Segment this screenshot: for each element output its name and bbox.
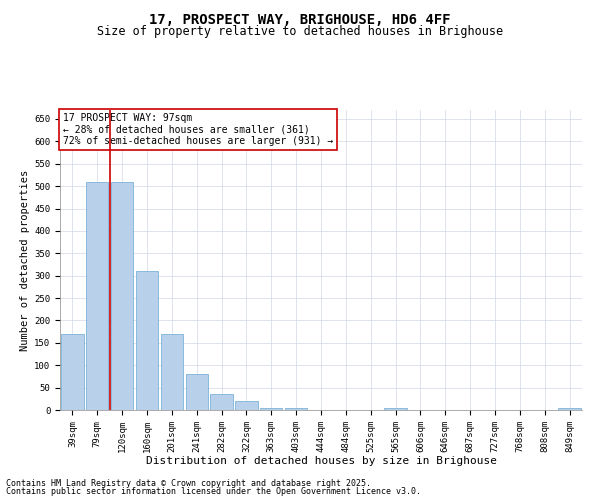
Bar — [185, 374, 208, 410]
Text: Contains HM Land Registry data © Crown copyright and database right 2025.: Contains HM Land Registry data © Crown c… — [6, 478, 371, 488]
Text: Size of property relative to detached houses in Brighouse: Size of property relative to detached ho… — [97, 25, 503, 38]
X-axis label: Distribution of detached houses by size in Brighouse: Distribution of detached houses by size … — [146, 456, 497, 466]
Text: 17, PROSPECT WAY, BRIGHOUSE, HD6 4FF: 17, PROSPECT WAY, BRIGHOUSE, HD6 4FF — [149, 12, 451, 26]
Bar — [136, 271, 158, 410]
Bar — [285, 408, 307, 410]
Bar — [235, 401, 257, 410]
Bar — [86, 182, 109, 410]
Bar — [559, 408, 581, 410]
Text: 17 PROSPECT WAY: 97sqm
← 28% of detached houses are smaller (361)
72% of semi-de: 17 PROSPECT WAY: 97sqm ← 28% of detached… — [62, 113, 333, 146]
Bar — [111, 182, 133, 410]
Y-axis label: Number of detached properties: Number of detached properties — [20, 170, 30, 350]
Bar — [260, 408, 283, 410]
Bar — [385, 408, 407, 410]
Bar — [61, 334, 83, 410]
Bar — [161, 334, 183, 410]
Text: Contains public sector information licensed under the Open Government Licence v3: Contains public sector information licen… — [6, 487, 421, 496]
Bar — [211, 394, 233, 410]
